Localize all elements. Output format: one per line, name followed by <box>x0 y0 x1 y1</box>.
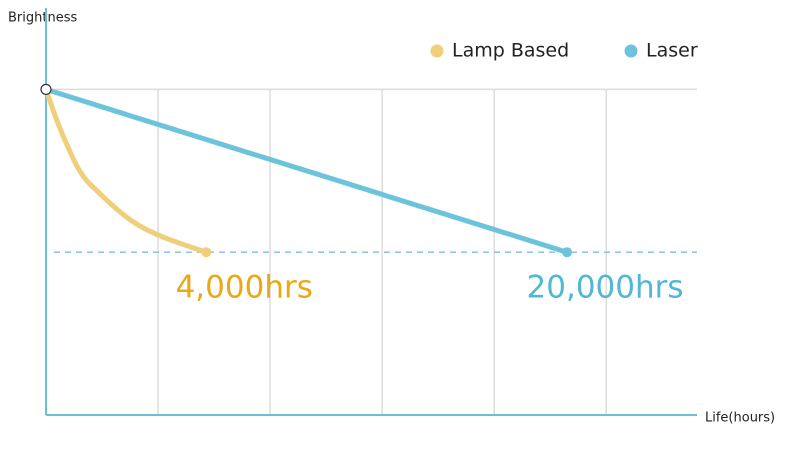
x-axis-label: Life(hours) <box>705 411 775 426</box>
legend-marker <box>430 44 444 58</box>
series-line <box>43 88 208 255</box>
end-point <box>201 247 212 258</box>
annotation: 20,000hrs <box>527 270 684 306</box>
end-point <box>562 247 573 258</box>
legend-label: Lamp Based <box>452 40 569 62</box>
series-line <box>45 87 568 255</box>
start-point <box>40 83 52 96</box>
y-axis-label: Brightness <box>8 11 77 26</box>
legend-marker <box>624 44 638 58</box>
legend-label: Laser <box>646 40 698 62</box>
annotation: 4,000hrs <box>176 270 313 306</box>
